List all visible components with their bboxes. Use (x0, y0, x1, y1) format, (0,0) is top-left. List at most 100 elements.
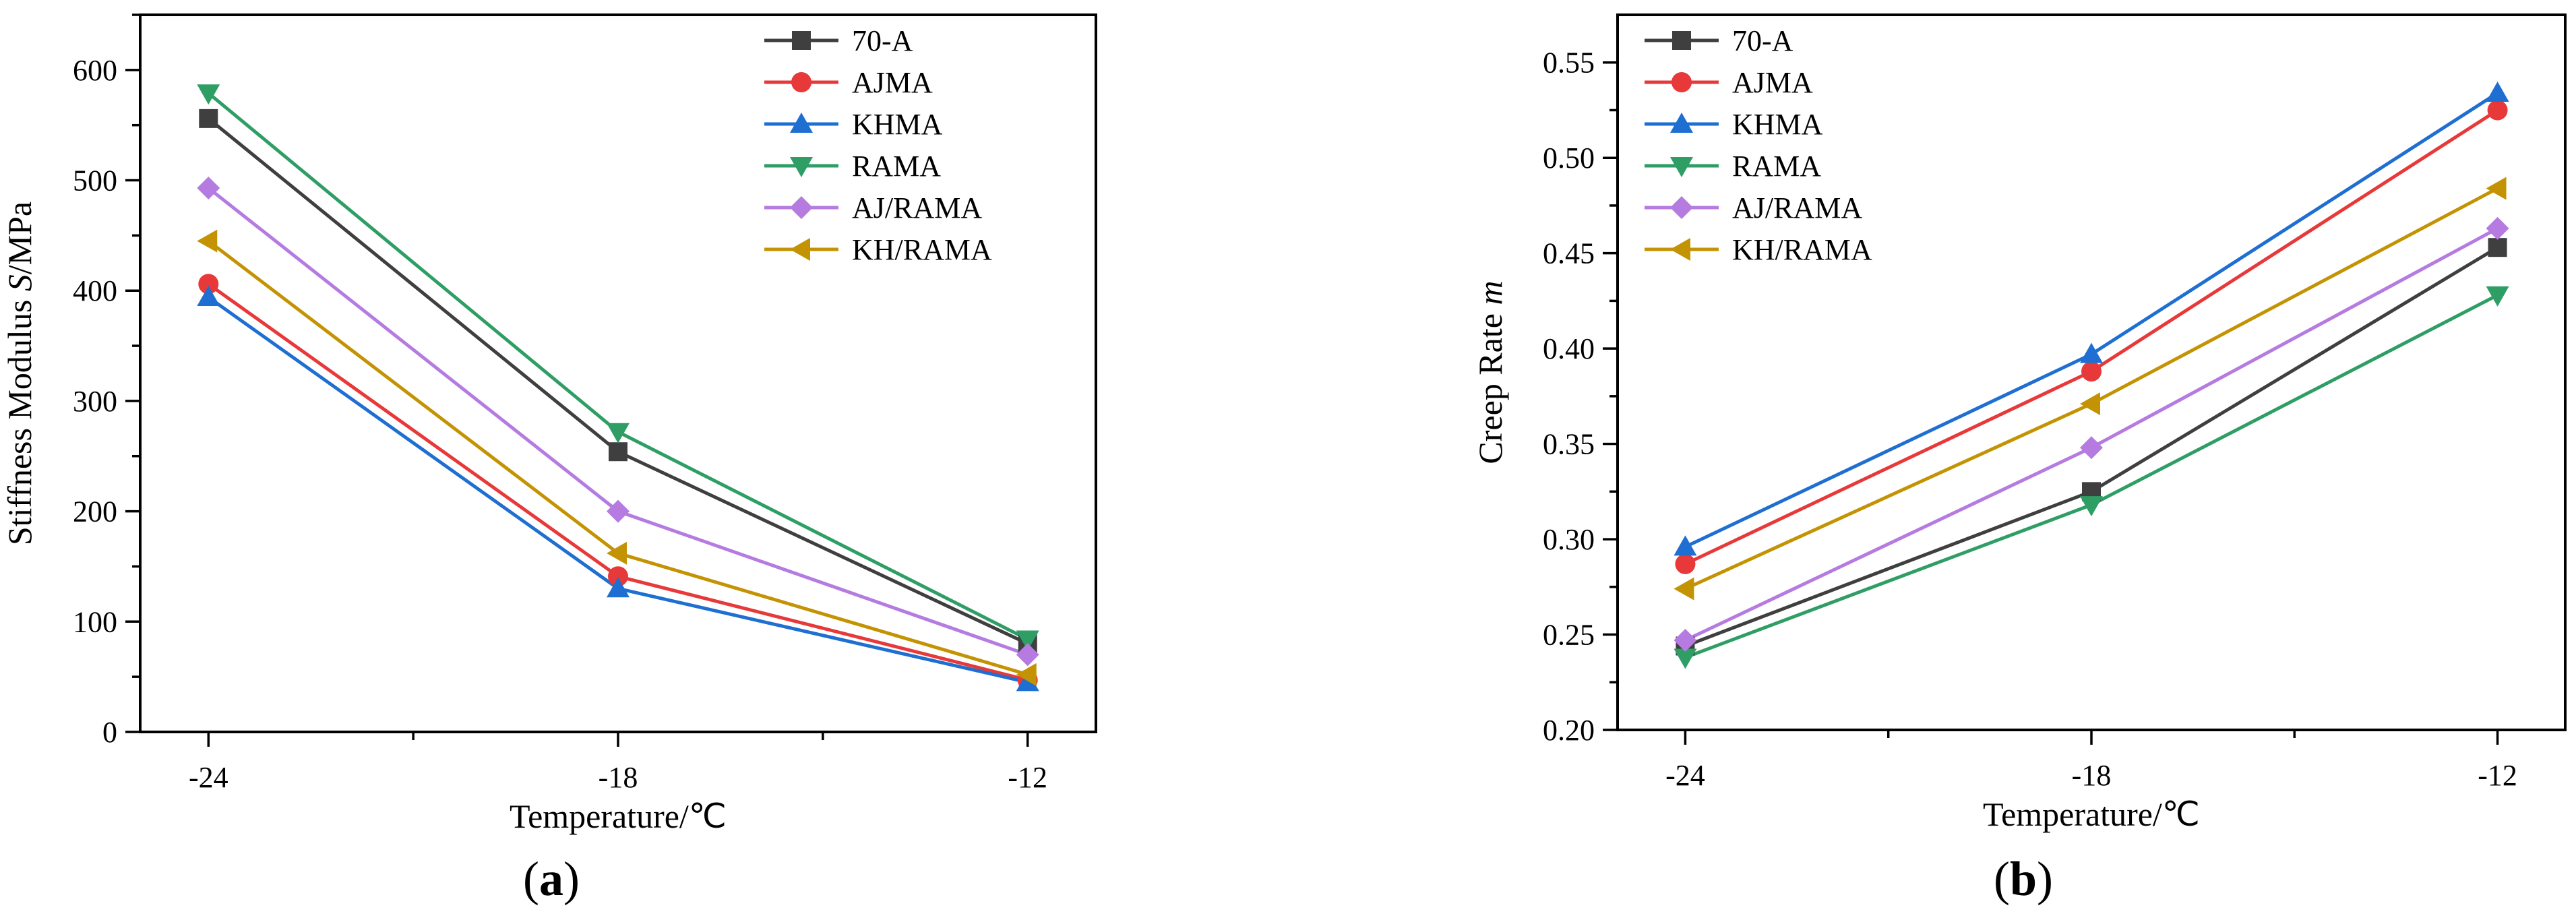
legend-marker (790, 157, 813, 177)
legend-entry: KHMA (1645, 108, 1823, 141)
legend-marker (1670, 196, 1693, 219)
y-tick-label: 0.30 (1543, 523, 1595, 556)
legend-entry: KH/RAMA (764, 233, 992, 266)
y-tick-label: 0.40 (1543, 332, 1595, 365)
y-tick-label: 0.20 (1543, 714, 1595, 747)
legend-marker (790, 196, 813, 219)
data-point (607, 499, 630, 523)
series-line-ajma (207, 282, 1029, 682)
legend-marker (790, 113, 813, 133)
y-axis-title-prefix: Stiffness Modulus (1, 291, 38, 545)
data-point (1674, 648, 1697, 669)
panel-label: (a) (523, 852, 580, 906)
y-tick-label: 400 (73, 274, 117, 307)
panel-label-letter: a (539, 852, 563, 906)
x-tick-label: -12 (1008, 761, 1047, 794)
data-point (608, 566, 628, 587)
x-tick-label: -12 (2478, 759, 2517, 792)
legend-marker (1670, 157, 1693, 177)
x-tick-label: -18 (599, 761, 638, 794)
legend-entry: 70-A (764, 24, 913, 57)
data-point (1674, 535, 1697, 556)
legend-entry: AJMA (764, 66, 933, 99)
legend-label: KHMA (852, 108, 943, 141)
panel-label-letter: b (2010, 852, 2037, 906)
legend-marker (791, 72, 811, 92)
panel-label-open: ( (523, 852, 539, 906)
legend-marker (790, 238, 810, 261)
legend-entry: AJMA (1645, 66, 1813, 99)
data-point (1675, 553, 1696, 574)
y-tick-label: 500 (73, 164, 117, 197)
legend-entry: AJ/RAMA (1645, 191, 1862, 224)
chart-panel-a: -24 -18 -12 0 100 200 300 400 500 600 Temperature/… (1, 13, 1097, 906)
y-tick-label: 0.25 (1543, 619, 1595, 652)
y-axis-title-variable: m (1471, 280, 1509, 305)
legend-marker (1670, 113, 1693, 133)
x-axis-title: Temperature/℃ (1983, 795, 2200, 833)
y-tick-label: 300 (73, 385, 117, 418)
plot-frame (139, 13, 1097, 733)
legend-marker (1672, 72, 1692, 92)
data-point (197, 84, 220, 105)
data-point (2486, 286, 2509, 307)
y-tick-label: 200 (73, 495, 117, 528)
data-point (607, 541, 627, 565)
series-line-aj-rama (1684, 226, 2498, 642)
data-point (1016, 643, 1039, 667)
legend-label: KH/RAMA (852, 233, 992, 266)
data-point (197, 286, 220, 307)
data-point (1016, 630, 1039, 651)
data-point (2487, 100, 2508, 121)
legend-label: AJ/RAMA (852, 191, 982, 224)
legend-marker (1672, 31, 1691, 50)
data-point (2486, 177, 2507, 200)
chart-panel-b: -24 -18 -12 0.20 0.25 0.30 0.35 0.40 0.45 0.50 0.5… (1471, 13, 2567, 906)
y-axis-title: Stiffness Modulus S/MPa (1, 202, 38, 545)
x-tick-label: -18 (2072, 759, 2112, 792)
legend-entry: 70-A (1645, 24, 1793, 57)
legend-label: RAMA (852, 150, 941, 183)
data-point (1674, 629, 1697, 652)
legend-entry: AJ/RAMA (764, 191, 982, 224)
data-point (199, 109, 218, 128)
panel-label-close: ) (563, 852, 580, 906)
legend-label: AJMA (1732, 66, 1813, 99)
x-tick-label: -24 (1665, 759, 1705, 792)
legend-label: KHMA (1732, 108, 1823, 141)
legend-marker (792, 31, 811, 50)
data-point (607, 423, 630, 443)
x-tick-label: -24 (189, 761, 228, 794)
data-point (1016, 663, 1037, 686)
data-point (2080, 436, 2103, 460)
data-point (2486, 216, 2509, 240)
data-point (197, 176, 220, 199)
data-point (2488, 238, 2507, 257)
y-axis-title-suffix: /MPa (1, 202, 38, 274)
data-point (1674, 577, 1694, 601)
legend-label: KH/RAMA (1732, 233, 1872, 266)
series-line-khma (207, 296, 1029, 684)
data-point (607, 577, 630, 598)
y-tick-label: 600 (73, 54, 117, 87)
y-tick-label: 100 (73, 605, 117, 638)
legend-label: AJ/RAMA (1732, 191, 1862, 224)
data-point (2080, 342, 2103, 363)
y-axis-title-prefix: Creep Rate (1471, 305, 1509, 464)
y-tick-label: 0.45 (1543, 237, 1595, 270)
y-tick-label: 0 (102, 716, 117, 749)
y-tick-label: 0.55 (1543, 47, 1595, 80)
y-axis-title: Creep Rate m (1471, 280, 1509, 464)
panel-label: (b) (1994, 852, 2053, 906)
data-point (197, 229, 218, 253)
legend-marker (1670, 238, 1690, 261)
y-tick-label: 0.35 (1543, 428, 1595, 461)
legend-label: 70-A (852, 24, 913, 57)
data-point (2081, 361, 2102, 382)
data-point (2080, 392, 2100, 416)
legend-entry: KH/RAMA (1645, 233, 1872, 266)
y-tick-label: 0.50 (1543, 142, 1595, 175)
data-point (198, 274, 219, 295)
